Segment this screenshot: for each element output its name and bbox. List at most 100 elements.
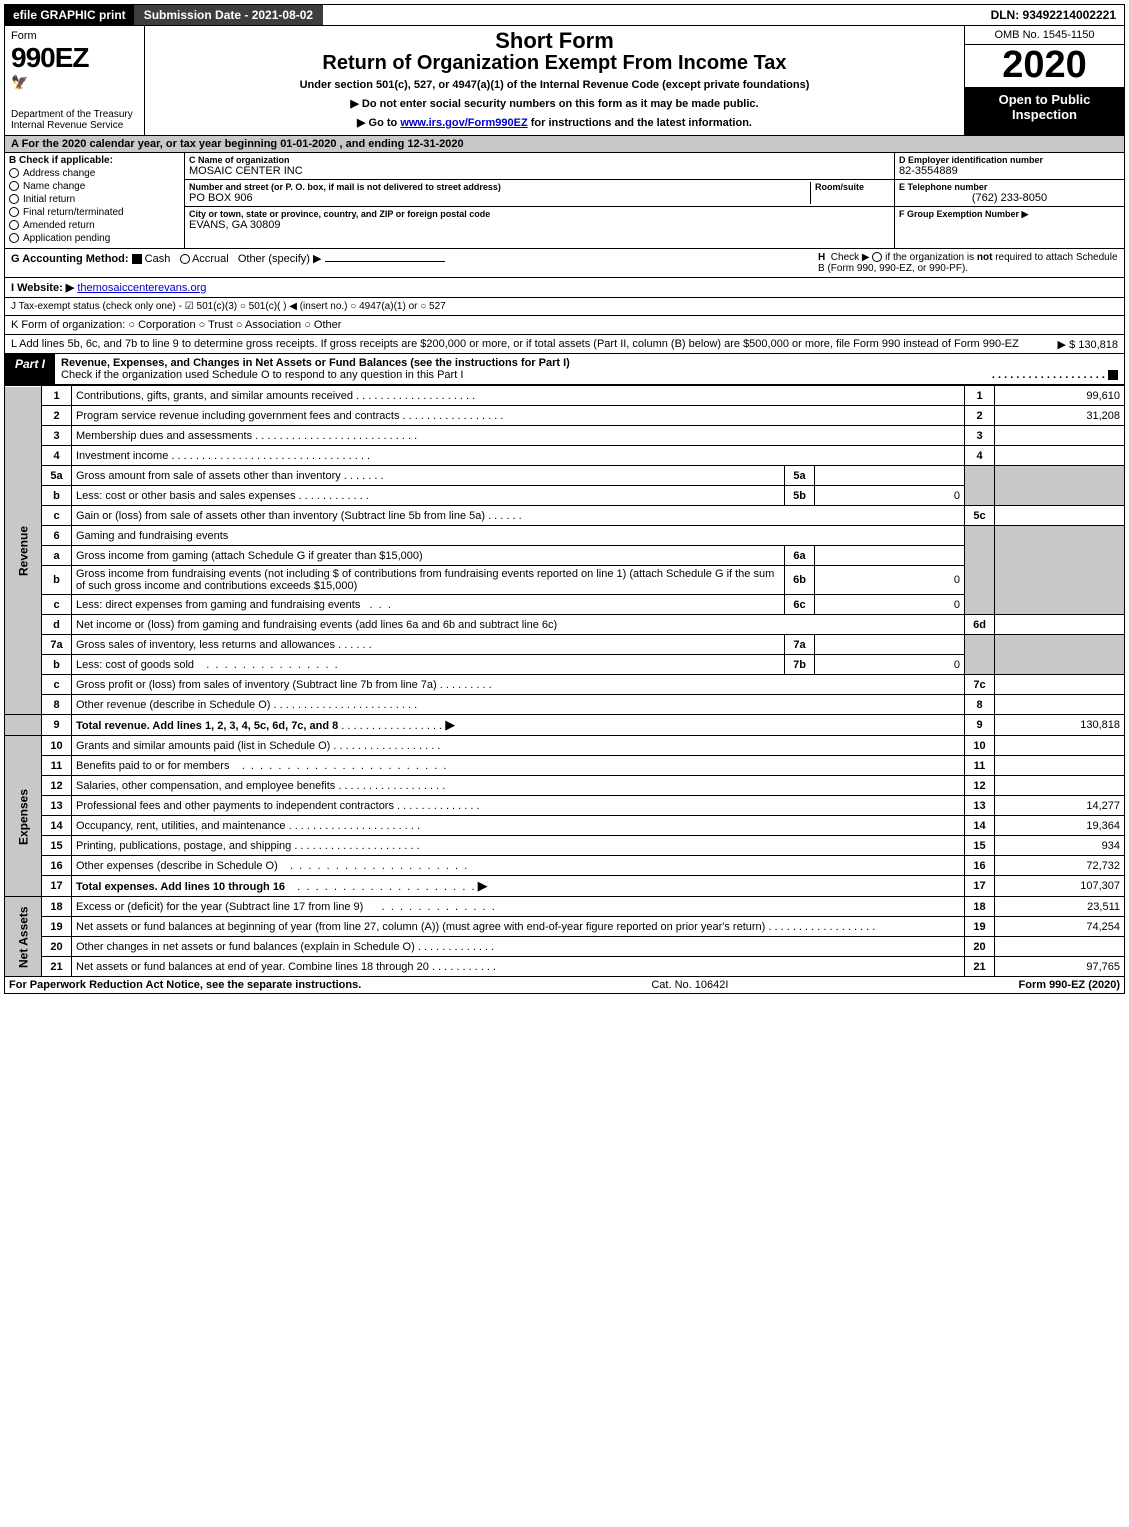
ln3-box: 3: [965, 426, 995, 446]
ln5-shade2: [995, 466, 1125, 506]
identity-block: B Check if applicable: Address change Na…: [4, 153, 1125, 249]
phone-label: E Telephone number: [899, 182, 1120, 192]
cb-pending[interactable]: Application pending: [9, 233, 180, 244]
side-expenses: Expenses: [5, 736, 42, 897]
footer-left: For Paperwork Reduction Act Notice, see …: [9, 979, 361, 991]
box-b: B Check if applicable: Address change Na…: [5, 153, 185, 248]
ln9-desc: Total revenue. Add lines 1, 2, 3, 4, 5c,…: [72, 715, 965, 736]
ln5b-num: b: [42, 486, 72, 506]
g-other-line[interactable]: [325, 261, 445, 262]
ln6-desc: Gaming and fundraising events: [72, 526, 965, 546]
ln17-box: 17: [965, 876, 995, 897]
omb-number: OMB No. 1545-1150: [965, 26, 1124, 45]
ln7c-amt: [995, 675, 1125, 695]
ln6-num: 6: [42, 526, 72, 546]
ln5a-desc: Gross amount from sale of assets other t…: [72, 466, 785, 486]
g-label: G Accounting Method:: [11, 253, 129, 265]
ln13-amt: 14,277: [995, 796, 1125, 816]
cb-name-change[interactable]: Name change: [9, 181, 180, 192]
website-link[interactable]: themosaiccenterevans.org: [77, 282, 206, 294]
cb-h[interactable]: [872, 252, 882, 262]
ln1-desc: Contributions, gifts, grants, and simila…: [72, 386, 965, 406]
ln6b-desc: Gross income from fundraising events (no…: [72, 566, 785, 595]
ln8-desc: Other revenue (describe in Schedule O) .…: [72, 695, 965, 715]
ln17-amt: 107,307: [995, 876, 1125, 897]
ln18-num: 18: [42, 897, 72, 917]
ln7b-amt: 0: [815, 655, 965, 675]
ln5c-desc: Gain or (loss) from sale of assets other…: [72, 506, 965, 526]
box-c: C Name of organization MOSAIC CENTER INC…: [185, 153, 894, 248]
ln6d-amt: [995, 615, 1125, 635]
ln4-box: 4: [965, 446, 995, 466]
ln5b-desc: Less: cost or other basis and sales expe…: [72, 486, 785, 506]
g-cash: Cash: [145, 253, 171, 265]
org-name-label: C Name of organization: [189, 155, 890, 165]
phone-cell: E Telephone number (762) 233-8050: [895, 180, 1124, 207]
ln13-num: 13: [42, 796, 72, 816]
cb-address-change[interactable]: Address change: [9, 168, 180, 179]
ln6b-amt: 0: [815, 566, 965, 595]
ln7a-desc: Gross sales of inventory, less returns a…: [72, 635, 785, 655]
row-gh: G Accounting Method: Cash Accrual Other …: [4, 249, 1125, 278]
footer-catno: Cat. No. 10642I: [361, 979, 1018, 991]
ln5c-num: c: [42, 506, 72, 526]
subtitle-ssn-warning: ▶ Do not enter social security numbers o…: [151, 97, 958, 110]
part1-table: Revenue 1 Contributions, gifts, grants, …: [4, 385, 1125, 977]
ln4-num: 4: [42, 446, 72, 466]
part1-check[interactable]: [1108, 370, 1118, 380]
i-label: I Website: ▶: [11, 282, 74, 294]
ln12-desc: Salaries, other compensation, and employ…: [72, 776, 965, 796]
ln1-amt: 99,610: [995, 386, 1125, 406]
ln2-box: 2: [965, 406, 995, 426]
irs-link[interactable]: www.irs.gov/Form990EZ: [400, 117, 527, 129]
subtitle-section: Under section 501(c), 527, or 4947(a)(1)…: [151, 79, 958, 91]
ln6a-amt: [815, 546, 965, 566]
group-exempt-label: F Group Exemption Number ▶: [899, 209, 1120, 220]
cb-amended[interactable]: Amended return: [9, 220, 180, 231]
ln18-desc: Excess or (deficit) for the year (Subtra…: [72, 897, 965, 917]
ln6a-desc: Gross income from gaming (attach Schedul…: [72, 546, 785, 566]
ln7a-box: 7a: [785, 635, 815, 655]
dept-treasury: Department of the Treasury: [11, 109, 138, 120]
row-a-tax-year: A For the 2020 calendar year, or tax yea…: [4, 136, 1125, 153]
ln15-desc: Printing, publications, postage, and shi…: [72, 836, 965, 856]
cb-cash[interactable]: [132, 254, 142, 264]
ln6-shade1: [965, 526, 995, 615]
ln1-box: 1: [965, 386, 995, 406]
part1-header: Part I Revenue, Expenses, and Changes in…: [4, 354, 1125, 385]
header-right: OMB No. 1545-1150 2020 Open to Public In…: [964, 26, 1124, 135]
form-word: Form: [11, 30, 138, 42]
part1-sub: Check if the organization used Schedule …: [61, 369, 463, 381]
ln6c-num: c: [42, 595, 72, 615]
addr-cell: Number and street (or P. O. box, if mail…: [185, 180, 894, 207]
submission-date: Submission Date - 2021-08-02: [134, 5, 323, 25]
ln6c-box: 6c: [785, 595, 815, 615]
ln10-num: 10: [42, 736, 72, 756]
form-number: 990EZ: [11, 42, 138, 74]
cb-accrual[interactable]: [180, 254, 190, 264]
ln3-desc: Membership dues and assessments . . . . …: [72, 426, 965, 446]
cb-final-return[interactable]: Final return/terminated: [9, 207, 180, 218]
row-l-text: L Add lines 5b, 6c, and 7b to line 9 to …: [11, 338, 1019, 350]
ln5b-box: 5b: [785, 486, 815, 506]
ln6b-box: 6b: [785, 566, 815, 595]
ln7b-box: 7b: [785, 655, 815, 675]
cb-initial-return[interactable]: Initial return: [9, 194, 180, 205]
phone-value: (762) 233-8050: [899, 192, 1120, 204]
ln7c-box: 7c: [965, 675, 995, 695]
row-j: J Tax-exempt status (check only one) - ☑…: [4, 298, 1125, 316]
ln5c-box: 5c: [965, 506, 995, 526]
ln7b-desc: Less: cost of goods sold . . . . . . . .…: [72, 655, 785, 675]
ln6c-desc: Less: direct expenses from gaming and fu…: [72, 595, 785, 615]
form-header: Form 990EZ 🦅 Department of the Treasury …: [4, 26, 1125, 136]
ln5-shade1: [965, 466, 995, 506]
ln7a-amt: [815, 635, 965, 655]
ln6d-box: 6d: [965, 615, 995, 635]
ln13-box: 13: [965, 796, 995, 816]
ln19-desc: Net assets or fund balances at beginning…: [72, 917, 965, 937]
ln7c-desc: Gross profit or (loss) from sales of inv…: [72, 675, 965, 695]
efile-label[interactable]: efile GRAPHIC print: [5, 5, 134, 25]
ln12-amt: [995, 776, 1125, 796]
open-public-inspection: Open to Public Inspection: [965, 88, 1124, 135]
ln5b-amt: 0: [815, 486, 965, 506]
